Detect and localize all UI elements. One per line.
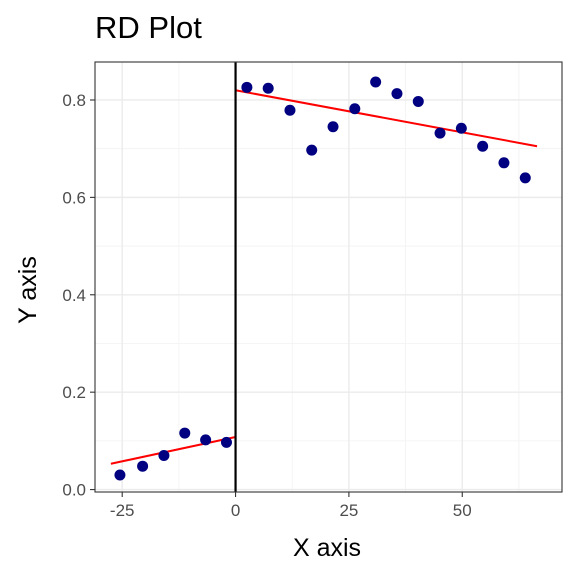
data-point [455,122,467,134]
data-point [179,427,191,439]
data-point [262,82,274,94]
data-point [284,104,296,116]
y-axis-title: Y axis [14,256,42,324]
data-point [412,95,424,107]
axes: -25 0 25 50 0.0 0.2 0.4 0.6 0.8 [62,91,471,520]
data-point [137,460,149,472]
data-point [306,144,318,156]
data-point [220,436,232,448]
y-tick-label: 0.6 [62,188,86,207]
data-point [434,127,446,139]
y-tick-label: 0.4 [62,286,86,305]
y-tick-label: 0.0 [62,481,86,500]
x-tick-label: -25 [110,501,135,520]
data-point [241,81,253,93]
chart-title: RD Plot [95,10,202,45]
data-point [200,434,212,446]
data-point [114,469,126,481]
y-tick-label: 0.8 [62,91,86,110]
x-tick-label: 0 [231,501,240,520]
data-points [114,76,531,481]
data-point [519,172,531,184]
x-tick-label: 50 [453,501,472,520]
grid-lines [95,62,562,492]
fit-line [235,89,538,148]
data-point [391,88,403,100]
data-point [158,449,170,461]
fit-line [110,435,236,465]
x-axis-title: X axis [293,534,361,562]
data-point [370,76,382,88]
data-point [327,121,339,133]
fit-lines [110,89,538,465]
y-tick-label: 0.2 [62,383,86,402]
data-point [349,103,361,115]
x-tick-label: 25 [339,501,358,520]
panel-border [94,61,563,493]
data-point [498,157,510,169]
data-point [477,140,489,152]
